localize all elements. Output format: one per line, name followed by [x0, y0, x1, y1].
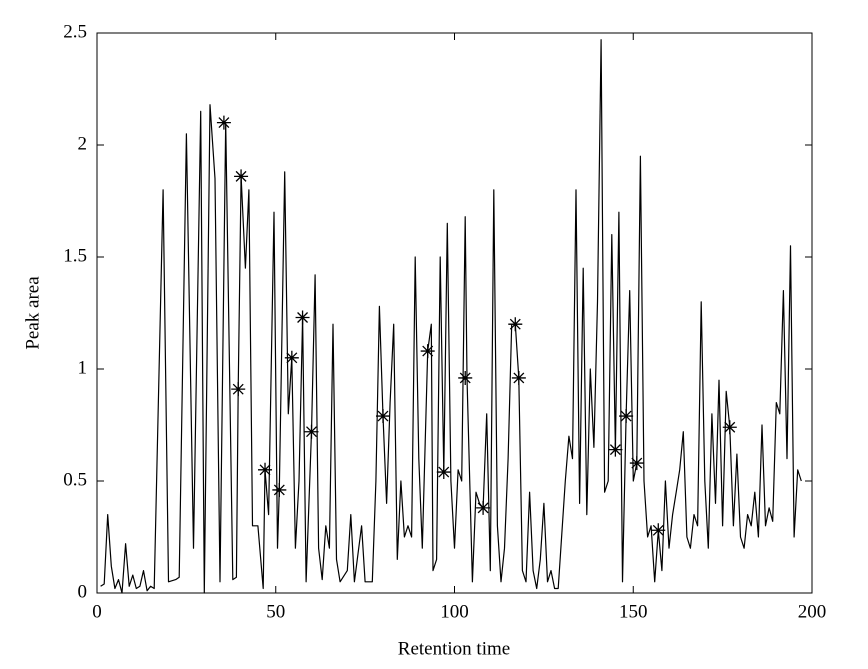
- star-marker: [722, 420, 737, 435]
- star-marker: [284, 350, 299, 365]
- star-marker: [458, 370, 473, 385]
- star-marker: [436, 465, 451, 480]
- y-axis-label: Peak area: [22, 276, 43, 350]
- star-marker: [272, 482, 287, 497]
- star-marker: [511, 370, 526, 385]
- star-marker: [420, 344, 435, 359]
- star-marker: [304, 424, 319, 439]
- star-marker: [231, 382, 246, 397]
- star-marker: [608, 442, 623, 457]
- y-tick-label: 0.5: [63, 469, 87, 490]
- star-marker: [476, 500, 491, 515]
- x-tick-label: 100: [440, 601, 469, 622]
- star-marker: [295, 310, 310, 325]
- star-marker: [216, 115, 231, 130]
- x-tick-label: 150: [619, 601, 648, 622]
- x-tick-label: 50: [266, 601, 285, 622]
- x-tick-label: 0: [92, 601, 102, 622]
- star-marker: [376, 409, 390, 424]
- star-marker: [651, 523, 666, 538]
- y-tick-label: 2: [78, 133, 88, 154]
- data-line: [100, 39, 802, 594]
- star-marker: [258, 462, 273, 477]
- star-marker: [508, 317, 523, 332]
- star-marker: [234, 169, 249, 184]
- y-tick-label: 1.5: [63, 245, 87, 266]
- y-tick-label: 2.5: [63, 21, 87, 42]
- y-tick-label: 0: [78, 581, 88, 602]
- star-marker: [619, 409, 634, 424]
- y-tick-label: 1: [78, 357, 88, 378]
- x-tick-label: 200: [798, 601, 827, 622]
- star-marker: [629, 456, 644, 471]
- x-axis-label: Retention time: [398, 638, 510, 659]
